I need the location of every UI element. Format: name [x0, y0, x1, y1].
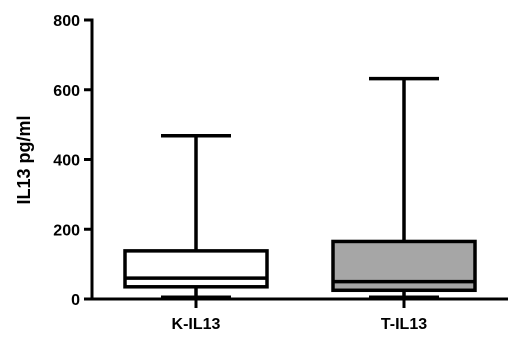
x-tick-label: K-IL13	[172, 316, 221, 333]
boxes	[123, 76, 477, 300]
x-tick-label: T-IL13	[381, 316, 427, 333]
y-axis-title: IL13 pg/ml	[14, 115, 34, 204]
y-tick-label: 0	[71, 292, 80, 309]
y-tick-label: 600	[53, 83, 80, 100]
box-k-il13	[123, 134, 269, 300]
x-axis: K-IL13 T-IL13	[90, 297, 508, 333]
iqr-box	[123, 249, 269, 289]
y-tick-label: 200	[53, 222, 80, 239]
y-axis: 0 200 400 600 800	[53, 13, 94, 309]
box-t-il13	[331, 76, 477, 300]
y-tick-label: 800	[53, 13, 80, 30]
y-tick-label: 400	[53, 153, 80, 170]
